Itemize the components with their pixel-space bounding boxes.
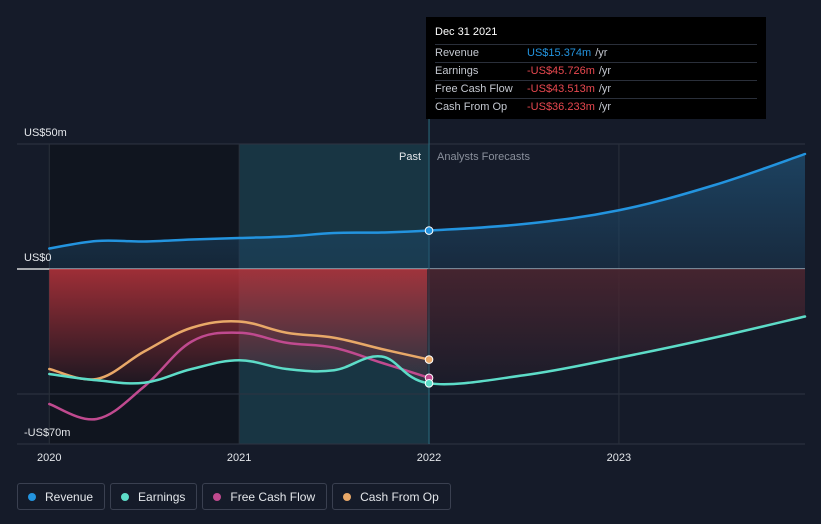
tooltip-unit: /yr xyxy=(595,47,608,59)
tooltip-label: Earnings xyxy=(435,65,479,77)
tooltip-unit: /yr xyxy=(598,101,612,113)
legend-label: Earnings xyxy=(138,489,186,504)
tooltip-date: Dec 31 2021 xyxy=(435,26,498,38)
series-line-cash-from-op xyxy=(48,320,431,381)
tooltip-row-free-cash-flow: Free Cash Flow -US$43.513m /yr xyxy=(435,80,757,98)
tooltip-value: -US$36.233m xyxy=(527,101,595,113)
revenue-area xyxy=(49,154,805,269)
tooltip-label: Revenue xyxy=(435,47,480,59)
tooltip-row-cash-from-op: Cash From Op -US$36.233m /yr xyxy=(435,98,757,116)
legend-dot-icon xyxy=(343,492,352,501)
legend-label: Free Cash Flow xyxy=(230,489,316,504)
tooltip-row-earnings: Earnings -US$45.726m /yr xyxy=(435,62,757,80)
past-label: Past xyxy=(399,151,421,163)
x-tick-label: 2021 xyxy=(227,452,251,464)
legend-item-free-cash-flow[interactable]: Free Cash Flow xyxy=(202,483,328,510)
series-line-revenue xyxy=(48,152,807,250)
tooltip-unit: /yr xyxy=(598,83,612,95)
tooltip-row-revenue: Revenue US$15.374m /yr xyxy=(435,44,757,62)
legend-label: Cash From Op xyxy=(360,489,439,504)
x-tick-label: 2022 xyxy=(417,452,441,464)
legend-item-revenue[interactable]: Revenue xyxy=(17,483,106,510)
x-tick-label: 2020 xyxy=(37,452,61,464)
x-tick-label: 2023 xyxy=(607,452,631,464)
legend-item-earnings[interactable]: Earnings xyxy=(110,483,198,510)
series-line-earnings xyxy=(48,315,807,386)
legend-label: Revenue xyxy=(45,489,94,504)
tooltip-value: -US$45.726m xyxy=(527,65,595,77)
legend-dot-icon xyxy=(213,492,222,501)
earnings-area-forecast xyxy=(427,269,805,385)
legend-item-cash-from-op[interactable]: Cash From Op xyxy=(332,483,451,510)
legend: Revenue Earnings Free Cash Flow Cash Fro… xyxy=(17,483,451,512)
tooltip: Dec 31 2021 Revenue US$15.374m /yr Earni… xyxy=(426,17,766,119)
y-axis-label: US$0 xyxy=(24,252,52,264)
forecast-label: Analysts Forecasts xyxy=(437,151,530,163)
marker-earnings xyxy=(424,379,434,388)
tooltip-value: -US$43.513m xyxy=(527,83,595,95)
marker-cash-from-op xyxy=(424,355,434,364)
earnings-area-past xyxy=(49,269,427,384)
marker-revenue xyxy=(424,226,434,235)
tooltip-label: Cash From Op xyxy=(435,101,508,113)
tooltip-label: Free Cash Flow xyxy=(435,83,513,95)
legend-dot-icon xyxy=(121,492,130,501)
y-axis-label: US$50m xyxy=(24,127,67,139)
tooltip-value: US$15.374m xyxy=(527,47,592,59)
y-axis-label: -US$70m xyxy=(24,427,70,439)
legend-dot-icon xyxy=(28,492,36,501)
tooltip-unit: /yr xyxy=(598,65,612,77)
